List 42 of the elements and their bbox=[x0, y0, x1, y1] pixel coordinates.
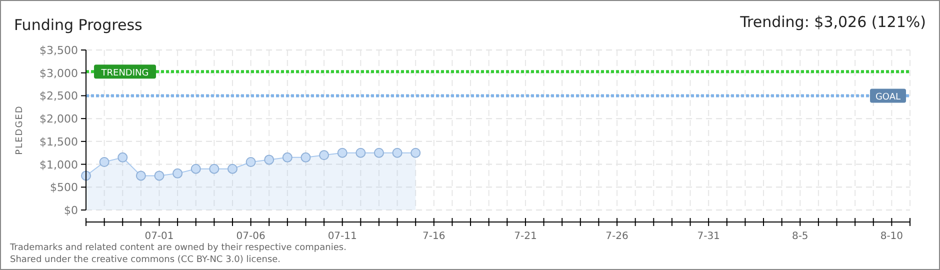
point bbox=[392, 148, 402, 158]
point bbox=[190, 164, 201, 174]
chart-subtitle: Trending: $3,026 (121%) bbox=[739, 13, 926, 31]
y-tick-label: $1,000 bbox=[40, 158, 78, 172]
point bbox=[136, 170, 146, 181]
point bbox=[246, 157, 256, 167]
text: Shared under the creative commons (CC BY-NC 3.0) license. bbox=[10, 255, 281, 265]
x-tick-label: 7-21 bbox=[514, 231, 537, 242]
point bbox=[209, 164, 220, 174]
point bbox=[356, 148, 366, 158]
point bbox=[154, 170, 164, 181]
ref-line-label: GOAL bbox=[875, 92, 901, 103]
point bbox=[300, 152, 311, 162]
y-tick-label: $3,500 bbox=[40, 44, 78, 57]
x-tick-label: 07-01 bbox=[144, 231, 174, 242]
point bbox=[337, 148, 348, 158]
point bbox=[374, 148, 384, 158]
text: Trademarks and related content are owned by their respective companies. bbox=[9, 243, 346, 253]
x-tick-label: 8-10 bbox=[880, 231, 904, 242]
x-tick-label: 8-5 bbox=[792, 231, 808, 242]
ref-line-label: TRENDING bbox=[100, 68, 149, 79]
x-tick-label: 07-06 bbox=[236, 231, 266, 242]
point bbox=[410, 148, 421, 158]
x-tick-label: 7-26 bbox=[606, 231, 628, 242]
point bbox=[319, 150, 330, 160]
y-tick-label: $3,000 bbox=[40, 66, 78, 80]
y-tick-label: $2,500 bbox=[40, 90, 78, 103]
y-axis-title: PLEDGED bbox=[15, 105, 25, 155]
point bbox=[99, 157, 110, 167]
point bbox=[282, 152, 292, 162]
point bbox=[264, 154, 274, 165]
y-tick-label: $2,000 bbox=[40, 112, 78, 126]
x-tick-label: 07-11 bbox=[328, 231, 357, 242]
point bbox=[172, 168, 183, 178]
chart-title: Funding Progress bbox=[14, 16, 143, 34]
point bbox=[227, 164, 238, 174]
y-tick-label: $1,500 bbox=[40, 135, 78, 148]
y-tick-label: $0 bbox=[64, 204, 78, 217]
point bbox=[118, 152, 128, 162]
x-tick-label: 7-16 bbox=[422, 231, 446, 242]
y-tick-label: $500 bbox=[50, 181, 78, 194]
x-tick-label: 7-31 bbox=[697, 231, 720, 242]
